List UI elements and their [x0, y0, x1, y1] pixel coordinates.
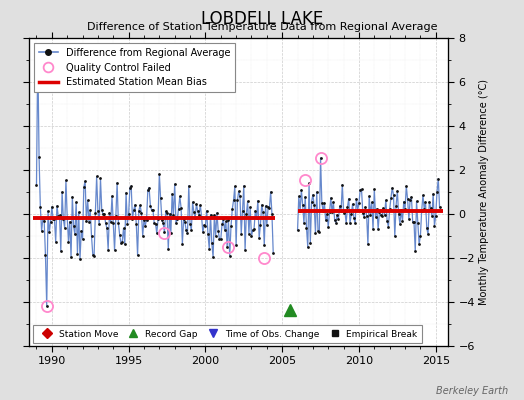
Text: LOBDELL LAKE: LOBDELL LAKE: [201, 10, 323, 28]
Text: Berkeley Earth: Berkeley Earth: [436, 386, 508, 396]
Text: Difference of Station Temperature Data from Regional Average: Difference of Station Temperature Data f…: [87, 22, 437, 32]
Legend: Station Move, Record Gap, Time of Obs. Change, Empirical Break: Station Move, Record Gap, Time of Obs. C…: [34, 325, 422, 343]
Y-axis label: Monthly Temperature Anomaly Difference (°C): Monthly Temperature Anomaly Difference (…: [479, 79, 489, 305]
